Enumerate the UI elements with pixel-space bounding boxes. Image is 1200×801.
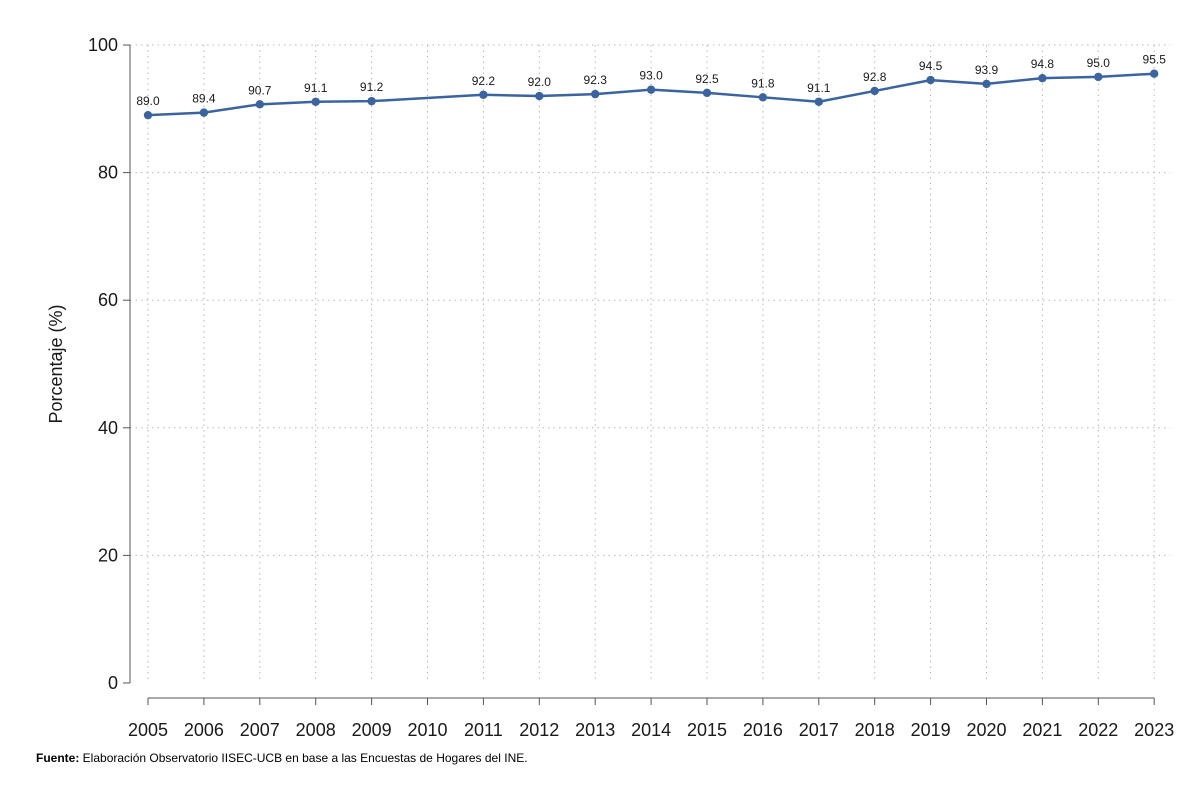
data-point [199, 108, 209, 117]
data-label: 95.5 [1143, 53, 1167, 67]
y-tick-label: 100 [88, 35, 118, 55]
data-point [646, 85, 656, 94]
data-point [982, 79, 991, 89]
series-line [147, 72, 1155, 117]
x-tick-label: 2016 [743, 720, 783, 740]
data-point [702, 88, 712, 98]
x-tick-label: 2017 [799, 720, 839, 740]
data-point [926, 75, 935, 85]
x-tick-label: 2009 [352, 720, 392, 740]
data-point [591, 89, 600, 99]
x-tick-label: 2021 [1022, 720, 1062, 740]
source-prefix: Fuente: [36, 751, 80, 765]
data-point [1094, 72, 1103, 82]
series: 89.0 89.4 90.7 91.1 91.2 92.2 92.0 92.3 93.0 92.5… [136, 53, 1166, 120]
x-tick-label: 2006 [184, 720, 224, 740]
x-tick-label: 2015 [687, 720, 727, 740]
x-tick-label: 2020 [966, 720, 1006, 740]
data-label: 95.0 [1087, 56, 1111, 70]
data-label: 92.8 [863, 70, 887, 84]
data-label: 91.1 [807, 81, 831, 95]
y-tick-label: 80 [98, 163, 118, 183]
data-label: 94.8 [1031, 57, 1055, 71]
y-tick-label: 20 [98, 545, 118, 565]
x-tick-label: 2008 [296, 720, 336, 740]
x-tick-label: 2011 [464, 720, 503, 740]
x-tick-label: 2012 [519, 720, 559, 740]
data-label: 94.5 [919, 59, 943, 73]
data-point [1038, 73, 1047, 83]
data-label: 93.9 [975, 63, 999, 77]
x-tick-label: 2014 [631, 720, 671, 740]
source-note: Fuente: Elaboración Observatorio IISEC-U… [36, 751, 528, 765]
y-tick-label: 40 [98, 418, 118, 438]
data-point [311, 97, 320, 106]
x-tick-label: 2013 [575, 720, 615, 740]
data-point [367, 96, 376, 106]
data-point [143, 110, 153, 120]
data-label: 92.3 [584, 73, 608, 87]
data-label: 93.0 [639, 69, 663, 83]
data-point [255, 100, 264, 109]
x-tick-label: 2010 [407, 720, 447, 740]
x-tick-label: 2023 [1134, 720, 1174, 740]
data-point [814, 97, 823, 106]
data-point [1150, 69, 1159, 78]
data-point [479, 90, 488, 99]
data-label: 92.0 [528, 75, 552, 89]
y-tick-label: 60 [98, 290, 118, 310]
data-label: 91.2 [360, 80, 384, 94]
x-tick-label: 2005 [128, 720, 168, 740]
y-axis-title: Porcentaje (%) [46, 304, 66, 423]
data-point [758, 93, 768, 102]
data-label: 92.5 [695, 72, 719, 86]
grid [130, 44, 1170, 683]
data-point [870, 86, 879, 96]
x-tick-label: 2018 [855, 720, 895, 740]
x-tick-label: 2022 [1078, 720, 1118, 740]
data-label: 91.1 [304, 81, 328, 95]
x-tick-label: 2007 [240, 720, 280, 740]
data-label: 92.2 [472, 74, 496, 88]
data-label: 90.7 [248, 83, 272, 97]
x-tick-label: 2019 [911, 720, 951, 740]
data-label: 89.4 [192, 92, 216, 106]
data-point [535, 91, 544, 101]
data-label: 89.0 [136, 94, 160, 108]
data-label: 91.8 [751, 76, 775, 90]
y-tick-label: 0 [108, 673, 118, 693]
source-text: Elaboración Observatorio IISEC-UCB en ba… [79, 751, 528, 765]
axes: 0 20 40 60 80 100 2005 2006 2007 2008 2009 2010 2011… [88, 35, 1174, 740]
